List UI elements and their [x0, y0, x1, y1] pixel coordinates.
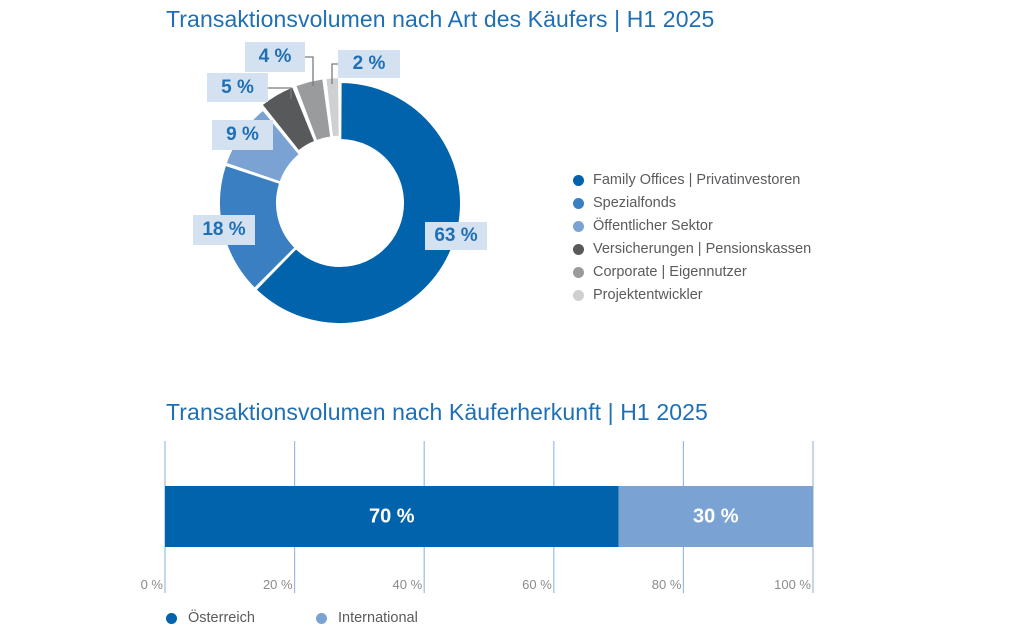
x-tick-label-100: 100 %: [774, 577, 811, 592]
legend-item-corporate-eigennutzer: Corporate | Eigennutzer: [573, 264, 747, 280]
legend-dot-icon: [573, 197, 584, 209]
legend-label: Öffentlicher Sektor: [593, 218, 713, 234]
data-label-spezialfonds: 18 %: [193, 215, 255, 245]
legend-item-osterreich: Österreich: [166, 610, 255, 626]
legend-label: Family Offices | Privatinvestoren: [593, 172, 801, 188]
legend-dot-icon: [573, 174, 584, 186]
x-tick-label-60: 60 %: [522, 577, 552, 592]
donut-slice-spezialfonds: [218, 163, 297, 291]
bar-segment-international: [618, 486, 813, 547]
legend-item-spezialfonds: Spezialfonds: [573, 195, 676, 211]
bar-value-label-international: 30 %: [693, 505, 739, 527]
legend-item-projektentwickler: Projektentwickler: [573, 287, 703, 303]
legend-dot-icon: [316, 612, 327, 624]
data-label-offentlicher-sektor: 9 %: [212, 120, 273, 150]
legend-label: Projektentwickler: [593, 287, 703, 303]
bar-chart-title: Transaktionsvolumen nach Käuferherkunft …: [166, 399, 708, 425]
donut-chart-title: Transaktionsvolumen nach Art des Käufers…: [166, 6, 715, 32]
legend-dot-icon: [573, 266, 584, 278]
donut-slice-family-offices-privatinvestoren: [254, 80, 462, 325]
donut-slice-versicherungen-pensionskassen: [262, 87, 315, 151]
leader-line-projektentwickler: [331, 63, 338, 84]
data-label-versicherungen-pensionskassen: 5 %: [207, 73, 268, 102]
legend-dot-icon: [573, 289, 584, 301]
legend-dot-icon: [573, 243, 584, 255]
legend-label: Spezialfonds: [593, 195, 677, 211]
leader-line-corporate: [305, 56, 314, 86]
legend-item-versicherungen-pensionskassen: Versicherungen | Pensionskassen: [573, 241, 811, 257]
legend-label: Versicherungen | Pensionskassen: [593, 241, 812, 257]
data-label-corporate-eigennutzer: 4 %: [245, 42, 305, 72]
data-label-family-offices-privatinvestoren: 63 %: [425, 222, 487, 250]
x-tick-label-80: 80 %: [651, 577, 682, 592]
legend-label: International: [338, 610, 418, 626]
legend-dot-icon: [166, 612, 177, 624]
x-tick-label-0: 0 %: [140, 577, 163, 592]
legend-item-offentlicher-sektor: Öffentlicher Sektor: [573, 218, 713, 234]
legend-label: Österreich: [188, 610, 255, 626]
legend-dot-icon: [573, 220, 584, 232]
x-tick-label-40: 40 %: [392, 577, 423, 592]
data-label-projektentwickler: 2 %: [338, 50, 400, 78]
donut-slice-corporate-eigennutzer: [295, 78, 331, 141]
legend-item-family-offices-privatinvestoren: Family Offices | Privatinvestoren: [573, 172, 800, 188]
legend-item-international: International: [316, 610, 418, 626]
bar-value-label-osterreich: 70 %: [369, 505, 415, 527]
leader-line-versicherungen: [268, 87, 292, 99]
legend-label: Corporate | Eigennutzer: [593, 264, 747, 280]
donut-slice-projektentwickler: [325, 77, 340, 137]
x-tick-label-20: 20 %: [262, 577, 293, 592]
bar-segment-osterreich: [165, 486, 619, 547]
